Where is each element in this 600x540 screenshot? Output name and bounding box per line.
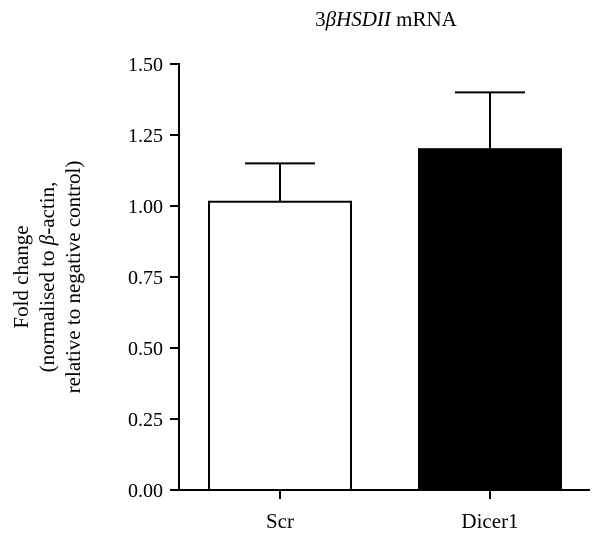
y-axis-label: Fold change(normalised to β-actin,relati… [9, 161, 85, 394]
chart-title: 3βHSDII mRNA [315, 7, 458, 31]
y-tick-label: 1.25 [128, 125, 163, 147]
y-tick-label: 1.50 [128, 54, 163, 76]
y-tick-label: 0.25 [128, 409, 163, 431]
error-bar-dicer1 [455, 91, 525, 150]
y-tick-label: 1.00 [128, 196, 163, 218]
y-tick-label: 0.75 [128, 267, 163, 289]
tick-labels: 0.00 0.25 0.50 0.75 1.00 1.25 1.50 Scr Dicer1 [128, 54, 519, 533]
x-tick-label: Dicer1 [461, 509, 518, 533]
bar-scr [208, 200, 352, 492]
y-tick-label: 0.00 [128, 480, 163, 502]
y-tick-label: 0.50 [128, 338, 163, 360]
axes [170, 63, 590, 499]
error-bar-scr [245, 162, 315, 202]
bars [208, 148, 562, 492]
x-tick-label: Scr [266, 509, 294, 533]
error-bars [245, 91, 525, 202]
bar-dicer1 [418, 148, 562, 491]
